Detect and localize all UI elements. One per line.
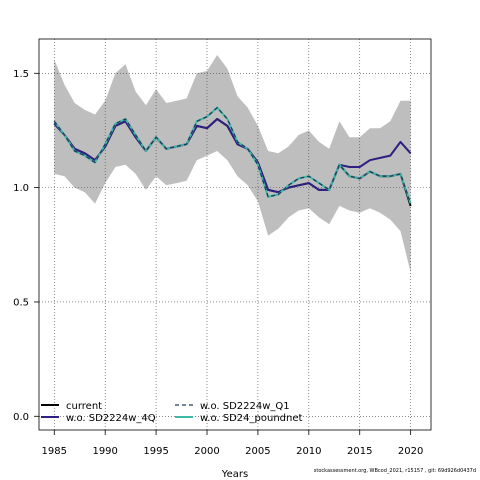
y-tick-label: 1.5 — [13, 69, 29, 80]
series-line-2 — [53, 106, 412, 204]
x-tick-label: 2020 — [398, 446, 423, 457]
x-axis: 1985 1990 1995 2000 2005 2010 2015 2020 — [42, 430, 423, 457]
x-tick-label: 2000 — [194, 446, 219, 457]
x-tick-label: 1985 — [42, 446, 67, 457]
x-tick-label: 2010 — [296, 446, 321, 457]
legend-label: w.o. SD2224w_4Q — [66, 413, 156, 424]
plot-frame — [38, 38, 432, 431]
x-tick-label: 2005 — [245, 446, 270, 457]
confidence-band-layer — [54, 55, 411, 273]
footer-note: stockassessment.org, WBcod_2021, r15157 … — [313, 468, 476, 474]
legend-label: current — [66, 401, 102, 412]
y-tick-label: 0.0 — [13, 412, 29, 423]
grid-layer — [39, 39, 431, 430]
confidence-band — [54, 55, 411, 273]
y-tick-label: 1.0 — [13, 183, 29, 194]
y-tick-label: 0.5 — [13, 297, 29, 308]
series-line-1 — [53, 118, 412, 194]
x-axis-title: Years — [221, 469, 248, 480]
legend-label: w.o. SD2224w_Q1 — [200, 401, 290, 412]
x-tick-label: 2015 — [347, 446, 372, 457]
series-layer — [53, 106, 412, 207]
legend-label: w.o. SD24_poundnet — [200, 413, 302, 424]
x-tick-label: 1990 — [92, 446, 117, 457]
y-axis: 0.0 0.5 1.0 1.5 — [13, 69, 39, 423]
x-tick-label: 1995 — [143, 446, 168, 457]
